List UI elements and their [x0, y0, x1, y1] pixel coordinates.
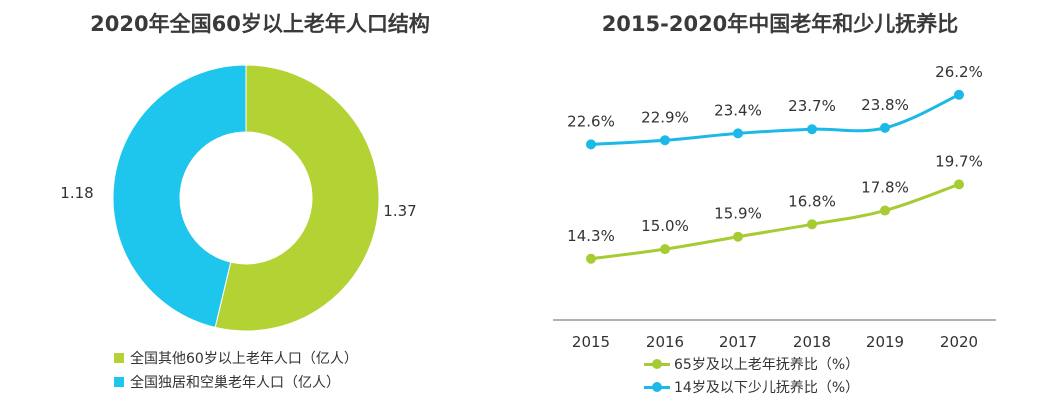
data-label-0-0: 14.3% [567, 227, 615, 245]
data-point-1-4 [880, 122, 890, 133]
donut-slice-0 [214, 64, 380, 332]
x-tick-label: 2020 [940, 333, 978, 351]
data-point-0-4 [880, 205, 890, 216]
donut-chart-panel: 2020年全国60岁以上老年人口结构 1.37 1.18 全国其他60岁以上老年人… [60, 12, 430, 394]
line-chart: 2015 2016 2017 2018 2019 2020 14.3% 15.0% 15.9% 1… [553, 63, 996, 351]
donut-chart-title: 2020年全国60岁以上老年人口结构 [90, 12, 430, 36]
x-tick-label: 2017 [719, 333, 757, 351]
data-label-1-3: 23.7% [788, 97, 836, 115]
legend-label-elderly-ratio: 65岁及以上老年抚养比（%） [674, 356, 860, 373]
x-tick-label: 2018 [793, 333, 831, 351]
data-label-1-5: 26.2% [935, 63, 983, 81]
legend-label-child-ratio: 14岁及以下少儿抚养比（%） [674, 379, 860, 396]
data-point-0-0 [586, 253, 596, 264]
data-point-1-1 [660, 135, 670, 146]
data-label-1-1: 22.9% [641, 108, 689, 126]
data-label-1-2: 23.4% [714, 101, 762, 119]
data-label-0-3: 16.8% [788, 192, 836, 210]
legend-swatch-blue [114, 377, 124, 387]
series-line-1 [590, 93, 960, 146]
x-tick-label: 2015 [572, 333, 610, 351]
donut-slice-label-1: 1.18 [60, 184, 93, 202]
x-tick-label: 2016 [646, 333, 684, 351]
legend-marker-green [644, 358, 670, 369]
donut-chart: 1.37 1.18 [60, 64, 417, 332]
data-label-1-0: 22.6% [567, 112, 615, 130]
legend-marker-blue [644, 381, 670, 392]
series-line-0 [590, 182, 960, 261]
data-point-0-2 [733, 231, 743, 242]
data-label-0-2: 15.9% [714, 205, 762, 223]
legend-item-child-ratio: 14岁及以下少儿抚养比（%） [644, 375, 859, 398]
data-label-0-4: 17.8% [861, 179, 909, 197]
data-label-0-5: 19.7% [935, 152, 983, 170]
legend-item-elderly-ratio: 65岁及以上老年抚养比（%） [644, 352, 859, 375]
legend-label-solitary-elderly: 全国独居和空巢老年人口（亿人） [130, 375, 340, 391]
data-label-1-4: 23.8% [861, 96, 909, 114]
line-chart-title: 2015-2020年中国老年和少儿抚养比 [601, 12, 959, 36]
data-point-0-5 [954, 179, 964, 190]
data-point-1-2 [733, 128, 743, 139]
legend-item-other-elderly: 全国其他60岁以上老年人口（亿人） [114, 346, 358, 370]
donut-legend: 全国其他60岁以上老年人口（亿人） 全国独居和空巢老年人口（亿人） [114, 346, 358, 394]
donut-slice-1 [112, 64, 247, 328]
legend-swatch-green [114, 353, 124, 363]
data-label-0-1: 15.0% [641, 217, 689, 235]
data-point-1-3 [807, 124, 817, 135]
line-legend: 65岁及以上老年抚养比（%） 14岁及以下少儿抚养比（%） [644, 352, 859, 398]
data-point-1-5 [954, 89, 964, 100]
data-point-0-3 [807, 219, 817, 230]
data-point-0-1 [660, 244, 670, 255]
line-chart-panel: 2015-2020年中国老年和少儿抚养比 2015 2016 2017 2018 201… [520, 0, 1040, 408]
data-point-1-0 [586, 139, 596, 150]
legend-label-other-elderly: 全国其他60岁以上老年人口（亿人） [130, 351, 358, 367]
donut-slice-label-0: 1.37 [383, 202, 416, 220]
x-tick-label: 2019 [866, 333, 904, 351]
legend-item-solitary-elderly: 全国独居和空巢老年人口（亿人） [114, 370, 358, 394]
